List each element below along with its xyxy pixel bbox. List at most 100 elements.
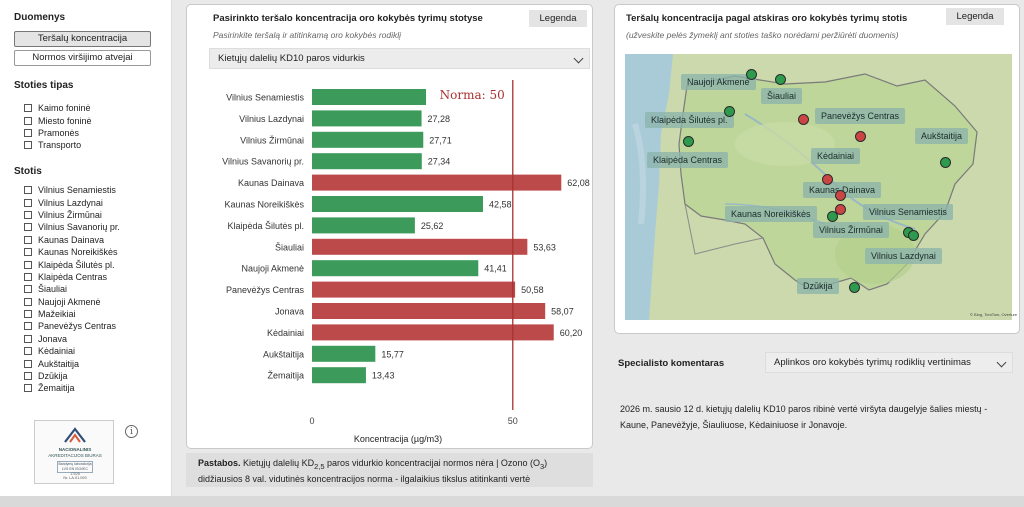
station-marker[interactable] [908, 230, 919, 241]
checkbox[interactable] [24, 248, 32, 257]
station-map-label[interactable]: Klaipėda Centras [647, 152, 729, 168]
station-marker[interactable] [835, 204, 846, 215]
map-attribution: © Bing, TomTom, Overture [970, 312, 1018, 317]
checkbox[interactable] [24, 198, 32, 207]
checkbox[interactable] [24, 359, 32, 368]
checkbox[interactable] [24, 297, 32, 306]
station-option[interactable]: Dzūkija [24, 370, 120, 382]
station-type-option[interactable]: Pramonės [24, 127, 92, 139]
specialist-dropdown[interactable]: Aplinkos oro kokybės tyrimų rodiklių ver… [765, 352, 1013, 373]
category-label: Klaipėda Šilutės pl. [227, 221, 304, 231]
station-marker[interactable] [724, 106, 735, 117]
bar-0[interactable] [312, 89, 427, 105]
station-map-label[interactable]: Dzūkija [797, 278, 839, 294]
bar-11[interactable] [312, 324, 554, 341]
station-marker[interactable] [683, 136, 694, 147]
station-map-label[interactable]: Klaipėda Šilutės pl. [645, 112, 734, 128]
station-map-label[interactable]: Kėdainiai [811, 148, 861, 164]
bar-3[interactable] [312, 153, 422, 170]
station-type-label: Miesto foninė [38, 115, 92, 126]
bar-5[interactable] [312, 196, 483, 212]
station-map-label[interactable]: Aukštaitija [915, 128, 969, 144]
station-type-option[interactable]: Miesto foninė [24, 114, 92, 126]
bar-8[interactable] [312, 260, 479, 277]
station-map-label[interactable]: Panevėžys Centras [815, 108, 906, 124]
station-option[interactable]: Aukštaitija [24, 357, 120, 369]
checkbox[interactable] [24, 186, 32, 195]
checkbox[interactable] [24, 116, 32, 125]
station-marker[interactable] [775, 74, 786, 85]
pollutant-dropdown[interactable]: Kietųjų dalelių KD10 paros vidurkis [209, 48, 590, 69]
station-map-label[interactable]: Vilnius Senamiestis [863, 204, 953, 220]
checkbox[interactable] [24, 141, 32, 150]
station-option[interactable]: Naujoji Akmenė [24, 296, 120, 308]
info-icon[interactable]: i [125, 425, 138, 438]
station-label: Klaipėda Centras [38, 271, 108, 282]
bar-12[interactable] [312, 345, 376, 362]
checkbox[interactable] [24, 347, 32, 356]
station-label: Vilnius Senamiestis [38, 185, 116, 196]
checkbox[interactable] [24, 372, 32, 381]
station-option[interactable]: Šiauliai [24, 283, 120, 295]
bar-10[interactable] [312, 303, 546, 319]
logo-badge: Bandymų laboratorija LVS EN ISO/IEC 1702… [57, 461, 93, 476]
bar-4[interactable] [312, 174, 562, 191]
station-option[interactable]: Vilnius Senamiestis [24, 184, 120, 196]
station-option[interactable]: Mažeikiai [24, 308, 120, 320]
accreditation-mark-icon [64, 427, 86, 443]
station-marker[interactable] [822, 174, 833, 185]
station-map-label[interactable]: Naujoji Akmenė [681, 74, 756, 90]
station-option[interactable]: Klaipėda Šilutės pl. [24, 258, 120, 270]
station-marker[interactable] [835, 190, 846, 201]
checkbox[interactable] [24, 260, 32, 269]
station-marker[interactable] [940, 157, 951, 168]
station-option[interactable]: Klaipėda Centras [24, 271, 120, 283]
station-option[interactable]: Panevėžys Centras [24, 320, 120, 332]
bar-2[interactable] [312, 131, 424, 148]
logo-number: Nr. LA.01.093 [63, 476, 87, 480]
station-option[interactable]: Kaunas Dainava [24, 234, 120, 246]
station-map-label[interactable]: Kaunas Noreikiškės [725, 206, 817, 222]
checkbox[interactable] [24, 384, 32, 393]
station-option[interactable]: Jonava [24, 333, 120, 345]
station-option[interactable]: Žemaitija [24, 382, 120, 394]
station-option[interactable]: Vilnius Savanorių pr. [24, 221, 120, 233]
station-option[interactable]: Vilnius Žirmūnai [24, 209, 120, 221]
checkbox[interactable] [24, 223, 32, 232]
station-map[interactable]: Naujoji Akmenė Šiauliai Klaipėda Šilutės p… [625, 54, 1012, 320]
bar-9[interactable] [312, 281, 516, 298]
station-option[interactable]: Kėdainiai [24, 345, 120, 357]
exceedance-button[interactable]: Normos viršijimo atvejai [14, 50, 151, 66]
station-option[interactable]: Vilnius Lazdynai [24, 196, 120, 208]
checkbox[interactable] [24, 128, 32, 137]
bar-6[interactable] [312, 217, 415, 234]
station-type-label: Pramonės [38, 127, 80, 138]
filter-sidebar: Duomenys Teršalų koncentracija Normos vi… [0, 0, 172, 496]
checkbox[interactable] [24, 310, 32, 319]
concentration-button[interactable]: Teršalų koncentracija [14, 31, 151, 47]
checkbox[interactable] [24, 272, 32, 281]
checkbox[interactable] [24, 210, 32, 219]
checkbox[interactable] [24, 235, 32, 244]
bar-13[interactable] [312, 367, 366, 384]
checkbox[interactable] [24, 104, 32, 113]
checkbox[interactable] [24, 285, 32, 294]
station-label: Žemaitija [38, 383, 75, 394]
station-marker[interactable] [855, 131, 866, 142]
bar-1[interactable] [312, 110, 422, 127]
station-marker[interactable] [746, 69, 757, 80]
station-marker[interactable] [849, 282, 860, 293]
station-map-label[interactable]: Šiauliai [761, 88, 803, 104]
station-type-option[interactable]: Kaimo foninė [24, 102, 92, 114]
station-type-option[interactable]: Transporto [24, 139, 92, 151]
checkbox[interactable] [24, 322, 32, 331]
station-map-label[interactable]: Vilnius Lazdynai [865, 248, 942, 264]
map-legend-button[interactable]: Legenda [946, 8, 1004, 25]
station-map-label[interactable]: Vilnius Žirmūnai [813, 222, 889, 238]
checkbox[interactable] [24, 334, 32, 343]
station-option[interactable]: Kaunas Noreikiškės [24, 246, 120, 258]
chart-legend-button[interactable]: Legenda [529, 10, 587, 27]
station-marker[interactable] [798, 114, 809, 125]
bar-7[interactable] [312, 238, 528, 255]
station-marker[interactable] [827, 211, 838, 222]
